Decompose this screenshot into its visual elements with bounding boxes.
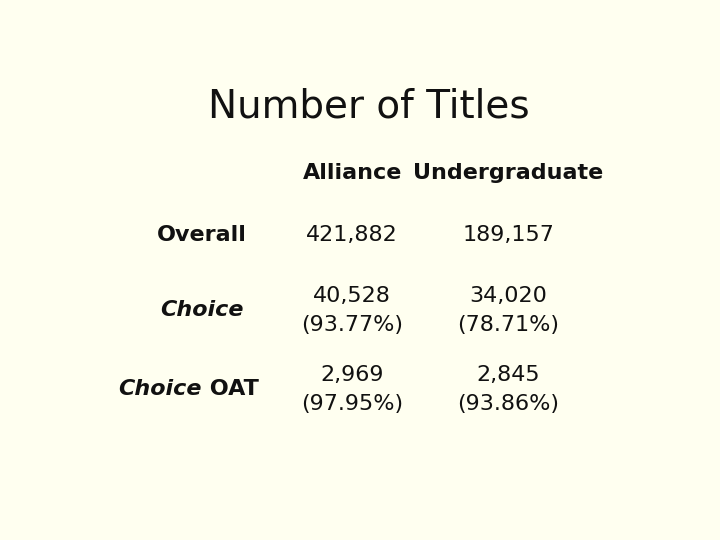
Text: 421,882: 421,882	[307, 225, 398, 245]
Text: Alliance: Alliance	[302, 163, 402, 183]
Text: 40,528: 40,528	[313, 286, 391, 306]
Text: 189,157: 189,157	[462, 225, 554, 245]
Text: (97.95%): (97.95%)	[301, 394, 403, 414]
Text: OAT: OAT	[202, 379, 258, 399]
Text: 34,020: 34,020	[469, 286, 547, 306]
Text: (93.86%): (93.86%)	[457, 394, 559, 414]
Text: 2,969: 2,969	[320, 364, 384, 384]
Text: Number of Titles: Number of Titles	[208, 87, 530, 125]
Text: Choice: Choice	[118, 379, 202, 399]
Text: Overall: Overall	[157, 225, 246, 245]
Text: (78.71%): (78.71%)	[457, 315, 559, 335]
Text: (93.77%): (93.77%)	[301, 315, 403, 335]
Text: Undergraduate: Undergraduate	[413, 163, 603, 183]
Text: Choice: Choice	[160, 300, 243, 320]
Text: 2,845: 2,845	[477, 364, 540, 384]
